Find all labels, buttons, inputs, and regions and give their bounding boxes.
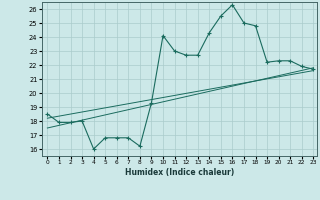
X-axis label: Humidex (Indice chaleur): Humidex (Indice chaleur) (124, 168, 234, 177)
